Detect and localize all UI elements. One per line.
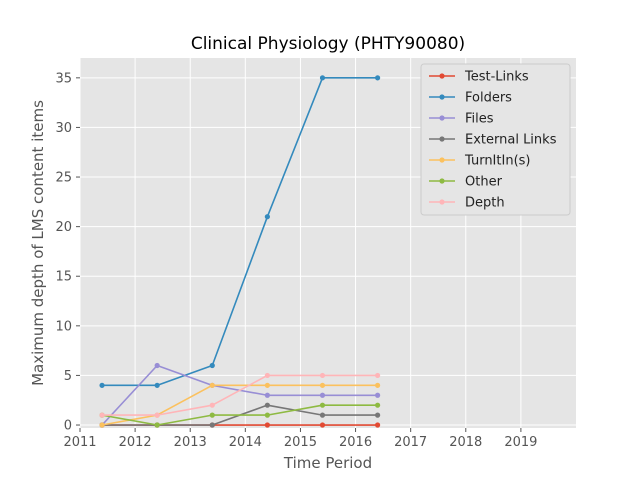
data-point-files [375,392,381,398]
legend-marker [439,94,445,100]
y-tick-label: 0 [64,419,72,434]
series-line-turnitin-s [101,384,378,426]
x-tick-label: 2013 [174,435,207,450]
data-point-test-links [375,422,381,428]
data-point-turnitin-s [264,382,270,388]
legend-item-folders: Folders [429,91,512,106]
x-tick-label: 2015 [284,435,317,450]
x-tick-label: 2017 [394,435,427,450]
data-point-depth [319,372,326,379]
legend-marker [439,157,445,163]
data-point-depth [154,412,160,418]
data-point-other [375,402,381,408]
data-point-folders [319,75,326,81]
series-line-depth [102,374,378,416]
data-point-other [209,412,215,418]
data-point-depth [209,402,215,408]
series-other [99,402,381,428]
chart-title: Clinical Physiology (PHTY90080) [191,34,465,54]
data-point-depth [99,412,105,418]
series-line-folders [102,77,378,387]
legend-marker [439,73,445,79]
data-point-turnitin-s [319,382,326,388]
legend-label: Other [465,175,503,190]
data-point-turnitin-s [375,382,381,388]
legend-label: Files [465,112,494,127]
series-folders [99,75,381,388]
data-point-other [264,412,270,418]
legend-label: External Links [465,133,557,148]
data-point-depth [264,372,270,379]
x-tick-label: 2018 [449,435,482,450]
legend-label: Test-Links [464,70,529,85]
data-point-external-links [209,422,215,428]
x-tick-label: 2014 [229,435,262,450]
y-tick-label: 15 [55,270,72,285]
data-point-test-links [319,422,326,428]
ticks: 2011 2012 2013 2014 2015 2016 2017 2018 20190510… [55,71,537,450]
y-axis-label: Maximum depth of LMS content items [29,100,47,386]
legend-item-files: Files [429,112,494,127]
series-depth [99,372,381,418]
legend-marker [439,199,445,205]
series-line-other [101,404,378,426]
data-point-files [264,392,270,398]
legend-item-turnitin-s: TurnItIn(s) [429,154,530,169]
data-point-folders [264,214,270,220]
legend-label: TurnItIn(s) [464,154,530,169]
legend-marker [439,115,445,121]
y-tick-label: 10 [55,319,72,334]
x-tick-label: 2011 [63,435,96,450]
legend: Test-Links Folders Files External Links Turn… [420,63,571,216]
legend-label: Folders [465,91,512,106]
x-tick-label: 2019 [504,435,537,450]
y-tick-label: 30 [55,121,72,136]
x-tick-label: 2016 [339,435,372,450]
legend-item-external-links: External Links [429,133,557,148]
data-point-folders [99,382,105,388]
data-point-folders [209,362,215,369]
data-point-depth [375,372,381,379]
data-point-turnitin-s [209,382,215,388]
data-point-files [154,362,160,369]
legend-item-other: Other [429,175,503,190]
legend-marker [439,178,445,184]
data-point-folders [154,382,160,388]
x-axis-label: Time Period [283,454,372,472]
legend-item-test-links: Test-Links [429,70,529,85]
legend-marker [439,136,445,142]
series-layer [99,75,381,428]
data-point-folders [375,75,381,81]
data-point-test-links [264,422,270,428]
data-point-other [319,402,326,408]
data-point-external-links [375,412,381,418]
y-tick-label: 5 [64,369,72,384]
legend-box [420,63,571,216]
data-point-files [319,392,326,398]
y-tick-label: 25 [55,171,72,186]
x-tick-label: 2012 [119,435,152,450]
legend-item-depth: Depth [429,196,505,211]
data-point-turnitin-s [99,422,105,428]
data-point-external-links [319,412,326,418]
data-point-other [154,422,160,428]
y-tick-label: 35 [55,71,72,86]
legend-label: Depth [465,196,505,211]
y-tick-label: 20 [55,220,72,235]
data-point-external-links [264,402,270,408]
